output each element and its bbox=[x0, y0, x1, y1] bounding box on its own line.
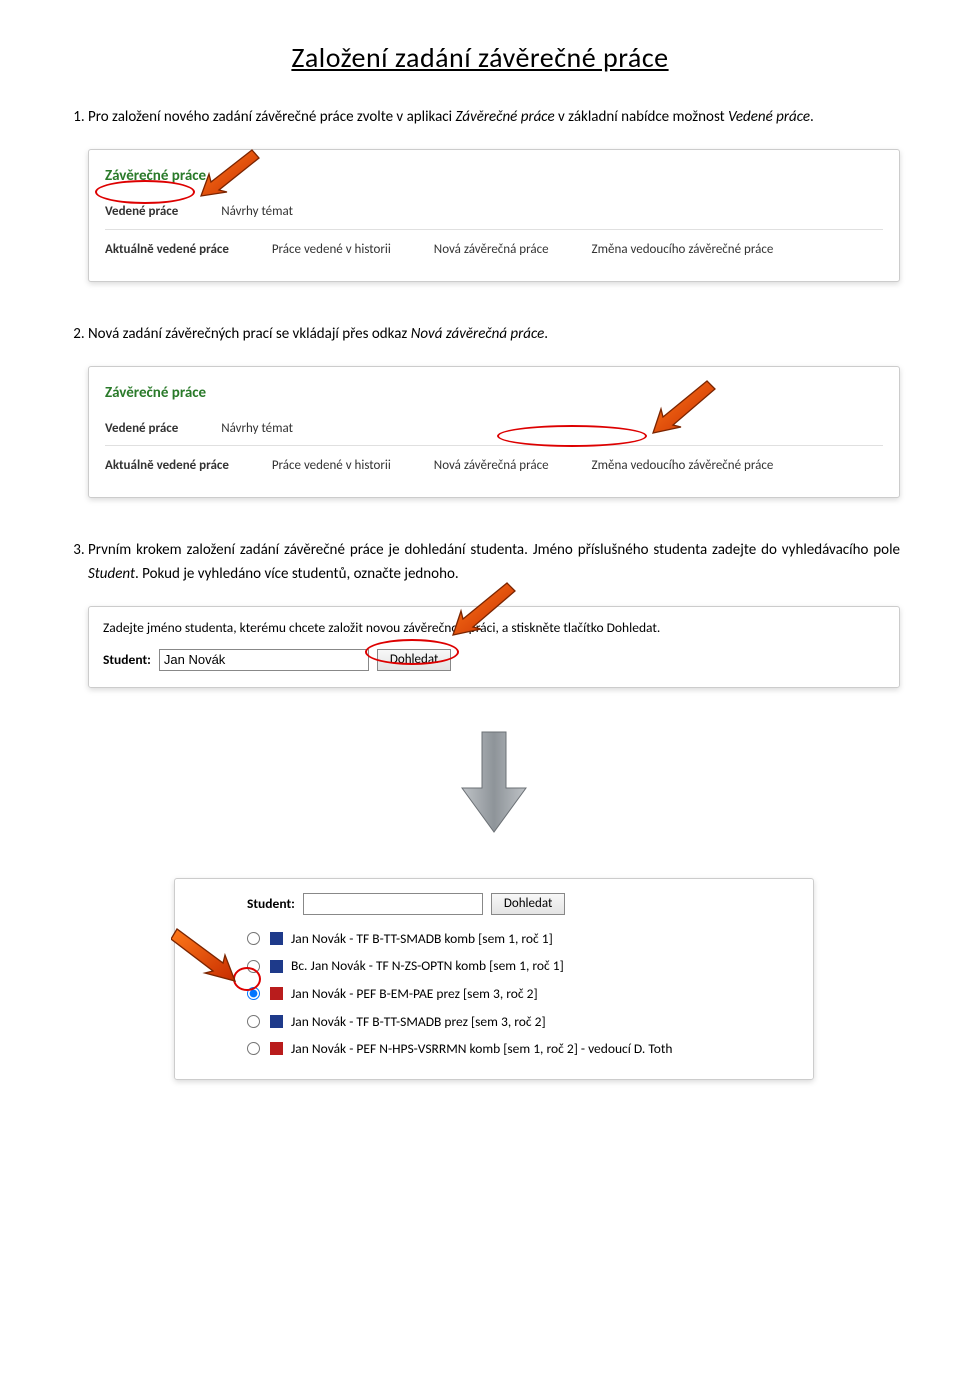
search-instruction-text: Zadejte jméno studenta, kterému chcete z… bbox=[103, 617, 885, 639]
step-3: Prvním krokem založení zadání závěrečné … bbox=[88, 538, 900, 1080]
tab-aktualne-vedene-2[interactable]: Aktuálně vedené práce bbox=[105, 456, 229, 477]
result-item: Jan Novák - PEF B-EM-PAE prez [sem 3, ro… bbox=[247, 980, 797, 1008]
step-1-text-b: v základní nabídce možnost bbox=[555, 108, 728, 126]
panel-1-bottom-tabs: Aktuálně vedené práce Práce vedené v his… bbox=[105, 230, 883, 267]
step-3-em: Student bbox=[88, 565, 135, 583]
page-title: Založení zadání závěrečné práce bbox=[60, 40, 900, 75]
tab-zmena-vedouciho[interactable]: Změna vedoucího závěrečné práce bbox=[592, 240, 774, 261]
panel-1-heading: Závěrečné práce bbox=[105, 164, 883, 188]
tab-nova-zaverecna[interactable]: Nová závěrečná práce bbox=[434, 240, 549, 261]
tab-prace-historii[interactable]: Práce vedené v historii bbox=[272, 240, 391, 261]
screenshot-panel-1: Závěrečné práce Vedené práce Návrhy téma… bbox=[88, 149, 900, 282]
student-results-panel: Student: Dohledat Jan Novák - TF B-TT-SM… bbox=[174, 878, 814, 1080]
step-1-text-c: . bbox=[810, 108, 814, 126]
tab-prace-historii-2[interactable]: Práce vedené v historii bbox=[272, 456, 391, 477]
result-radio[interactable] bbox=[247, 932, 260, 945]
step-2-em: Nová závěrečná práce bbox=[411, 325, 545, 343]
screenshot-panel-2: Závěrečné práce Vedené práce Návrhy téma… bbox=[88, 366, 900, 499]
step-2-text-a: Nová zadání závěrečných prací se vkládaj… bbox=[88, 325, 411, 343]
panel-2-top-tabs: Vedené práce Návrhy témat bbox=[105, 413, 883, 447]
result-text: Jan Novák - PEF B-EM-PAE prez [sem 3, ro… bbox=[291, 983, 538, 1005]
result-item: Jan Novák - TF B-TT-SMADB komb [sem 1, r… bbox=[247, 925, 797, 953]
step-1-em-2: Vedené práce bbox=[728, 108, 810, 126]
result-text: Bc. Jan Novák - TF N-ZS-OPTN komb [sem 1… bbox=[291, 955, 564, 977]
result-radio[interactable] bbox=[247, 987, 260, 1000]
result-text: Jan Novák - PEF N-HPS-VSRRMN komb [sem 1… bbox=[291, 1038, 672, 1060]
step-1: Pro založení nového zadání závěrečné prá… bbox=[88, 105, 900, 282]
status-color-icon bbox=[270, 932, 283, 945]
tab-vedene-prace[interactable]: Vedené práce bbox=[105, 202, 178, 223]
tab-navrhy-temat-2[interactable]: Návrhy témat bbox=[221, 419, 293, 440]
status-color-icon bbox=[270, 1042, 283, 1055]
result-text: Jan Novák - TF B-TT-SMADB prez [sem 3, r… bbox=[291, 1011, 546, 1033]
step-3-text-b: . Pokud je vyhledáno více studentů, ozna… bbox=[135, 565, 459, 583]
tab-nova-zaverecna-2[interactable]: Nová závěrečná práce bbox=[434, 456, 549, 477]
panel-2-bottom-tabs: Aktuálně vedené práce Práce vedené v his… bbox=[105, 446, 883, 483]
results-search-row: Student: Dohledat bbox=[247, 893, 797, 915]
results-student-label: Student: bbox=[247, 893, 295, 915]
result-item: Jan Novák - PEF N-HPS-VSRRMN komb [sem 1… bbox=[247, 1035, 797, 1063]
student-label: Student: bbox=[103, 649, 151, 671]
status-color-icon bbox=[270, 960, 283, 973]
instruction-list: Pro založení nového zadání závěrečné prá… bbox=[60, 105, 900, 1080]
step-2: Nová zadání závěrečných prací se vkládaj… bbox=[88, 322, 900, 499]
result-text: Jan Novák - TF B-TT-SMADB komb [sem 1, r… bbox=[291, 928, 553, 950]
result-item: Bc. Jan Novák - TF N-ZS-OPTN komb [sem 1… bbox=[247, 952, 797, 980]
status-color-icon bbox=[270, 1015, 283, 1028]
search-button[interactable]: Dohledat bbox=[377, 649, 451, 671]
step-3-text-a: Prvním krokem založení zadání závěrečné … bbox=[88, 541, 900, 559]
tab-aktualne-vedene[interactable]: Aktuálně vedené práce bbox=[105, 240, 229, 261]
tab-zmena-vedouciho-2[interactable]: Změna vedoucího závěrečné práce bbox=[592, 456, 774, 477]
result-radio[interactable] bbox=[247, 1015, 260, 1028]
panel-1-top-tabs: Vedené práce Návrhy témat bbox=[105, 196, 883, 230]
student-input[interactable] bbox=[159, 649, 369, 671]
pointer-arrow-4 bbox=[171, 927, 241, 983]
search-row: Student: Dohledat bbox=[103, 649, 885, 671]
tab-vedene-prace-2[interactable]: Vedené práce bbox=[105, 419, 178, 440]
step-2-text-b: . bbox=[544, 325, 548, 343]
step-1-em-1: Závěrečné práce bbox=[455, 108, 554, 126]
tab-navrhy-temat[interactable]: Návrhy témat bbox=[221, 202, 293, 223]
results-search-button[interactable]: Dohledat bbox=[491, 893, 565, 915]
student-search-panel: Zadejte jméno studenta, kterému chcete z… bbox=[88, 606, 900, 688]
flow-down-arrow-icon bbox=[454, 728, 534, 838]
step-1-text-a: Pro založení nového zadání závěrečné prá… bbox=[88, 108, 455, 126]
status-color-icon bbox=[270, 987, 283, 1000]
result-radio[interactable] bbox=[247, 960, 260, 973]
panel-2-heading: Závěrečné práce bbox=[105, 381, 883, 405]
results-student-input[interactable] bbox=[303, 893, 483, 915]
result-radio[interactable] bbox=[247, 1042, 260, 1055]
result-item: Jan Novák - TF B-TT-SMADB prez [sem 3, r… bbox=[247, 1008, 797, 1036]
student-result-list: Jan Novák - TF B-TT-SMADB komb [sem 1, r… bbox=[247, 925, 797, 1063]
